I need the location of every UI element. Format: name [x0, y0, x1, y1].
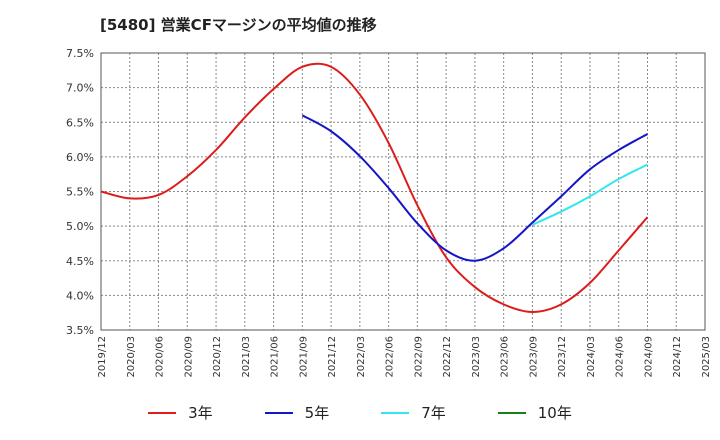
- x-tick-label: 2024/09: [643, 336, 654, 378]
- x-axis-ticks: 2019/12 2020/03 2020/06 2020/09 2020/12 2021/…: [97, 336, 712, 378]
- x-tick-label: 2020/03: [126, 336, 137, 378]
- y-tick-label: 3.5%: [66, 324, 94, 337]
- x-tick-label: 2023/03: [471, 336, 482, 378]
- x-tick-label: 2021/06: [270, 336, 281, 378]
- y-tick-label: 4.0%: [66, 289, 94, 302]
- x-tick-label: 2022/06: [385, 336, 396, 378]
- x-tick-label: 2024/12: [672, 336, 683, 378]
- x-tick-label: 2024/03: [586, 336, 597, 378]
- legend-swatch: [148, 411, 177, 414]
- legend-item: 10年: [497, 402, 572, 423]
- y-tick-label: 7.5%: [66, 47, 94, 60]
- y-tick-label: 4.5%: [66, 255, 94, 268]
- x-tick-label: 2022/12: [442, 336, 453, 378]
- x-tick-label: 2024/06: [615, 336, 626, 378]
- y-tick-label: 7.0%: [66, 82, 94, 95]
- legend-swatch: [381, 411, 410, 414]
- x-tick-label: 2023/09: [528, 336, 539, 378]
- legend-swatch: [497, 411, 526, 414]
- chart-title: [5480] 営業CFマージンの平均値の推移: [100, 16, 377, 34]
- series-line-0: [100, 62, 649, 313]
- x-tick-label: 2023/06: [500, 336, 511, 378]
- x-tick-label: 2021/09: [298, 336, 309, 378]
- legend-item: 7年: [381, 402, 446, 423]
- legend-label: 7年: [421, 404, 446, 422]
- x-tick-label: 2021/12: [327, 336, 338, 378]
- legend: 3年 5年 7年 10年: [0, 402, 720, 423]
- x-tick-label: 2020/06: [155, 336, 166, 378]
- series-line-2: [532, 163, 648, 226]
- legend-label: 10年: [537, 404, 572, 422]
- series-layer: [100, 62, 649, 313]
- x-tick-label: 2021/03: [241, 336, 252, 378]
- x-tick-label: 2022/03: [356, 336, 367, 378]
- legend-item: 5年: [264, 402, 330, 423]
- x-tick-label: 2020/12: [212, 336, 223, 378]
- legend-label: 3年: [188, 404, 213, 422]
- series-line-1: [301, 114, 648, 262]
- legend-item: 3年: [148, 402, 213, 423]
- y-tick-label: 6.0%: [66, 151, 94, 164]
- y-tick-label: 5.5%: [66, 186, 94, 199]
- x-tick-label: 2023/12: [557, 336, 568, 378]
- legend-label: 5年: [304, 404, 330, 422]
- y-axis-ticks: 3.5% 4.0% 4.5% 5.0% 5.5% 6.0% 6.5% 7.0% 7.5%: [66, 47, 94, 337]
- grid-layer: [101, 53, 705, 330]
- x-tick-label: 2019/12: [97, 336, 108, 378]
- legend-swatch: [264, 411, 293, 414]
- x-tick-label: 2025/03: [701, 336, 712, 378]
- x-tick-label: 2022/09: [413, 336, 424, 378]
- y-tick-label: 5.0%: [66, 220, 94, 233]
- x-tick-label: 2020/09: [183, 336, 194, 378]
- y-tick-label: 6.5%: [66, 116, 94, 129]
